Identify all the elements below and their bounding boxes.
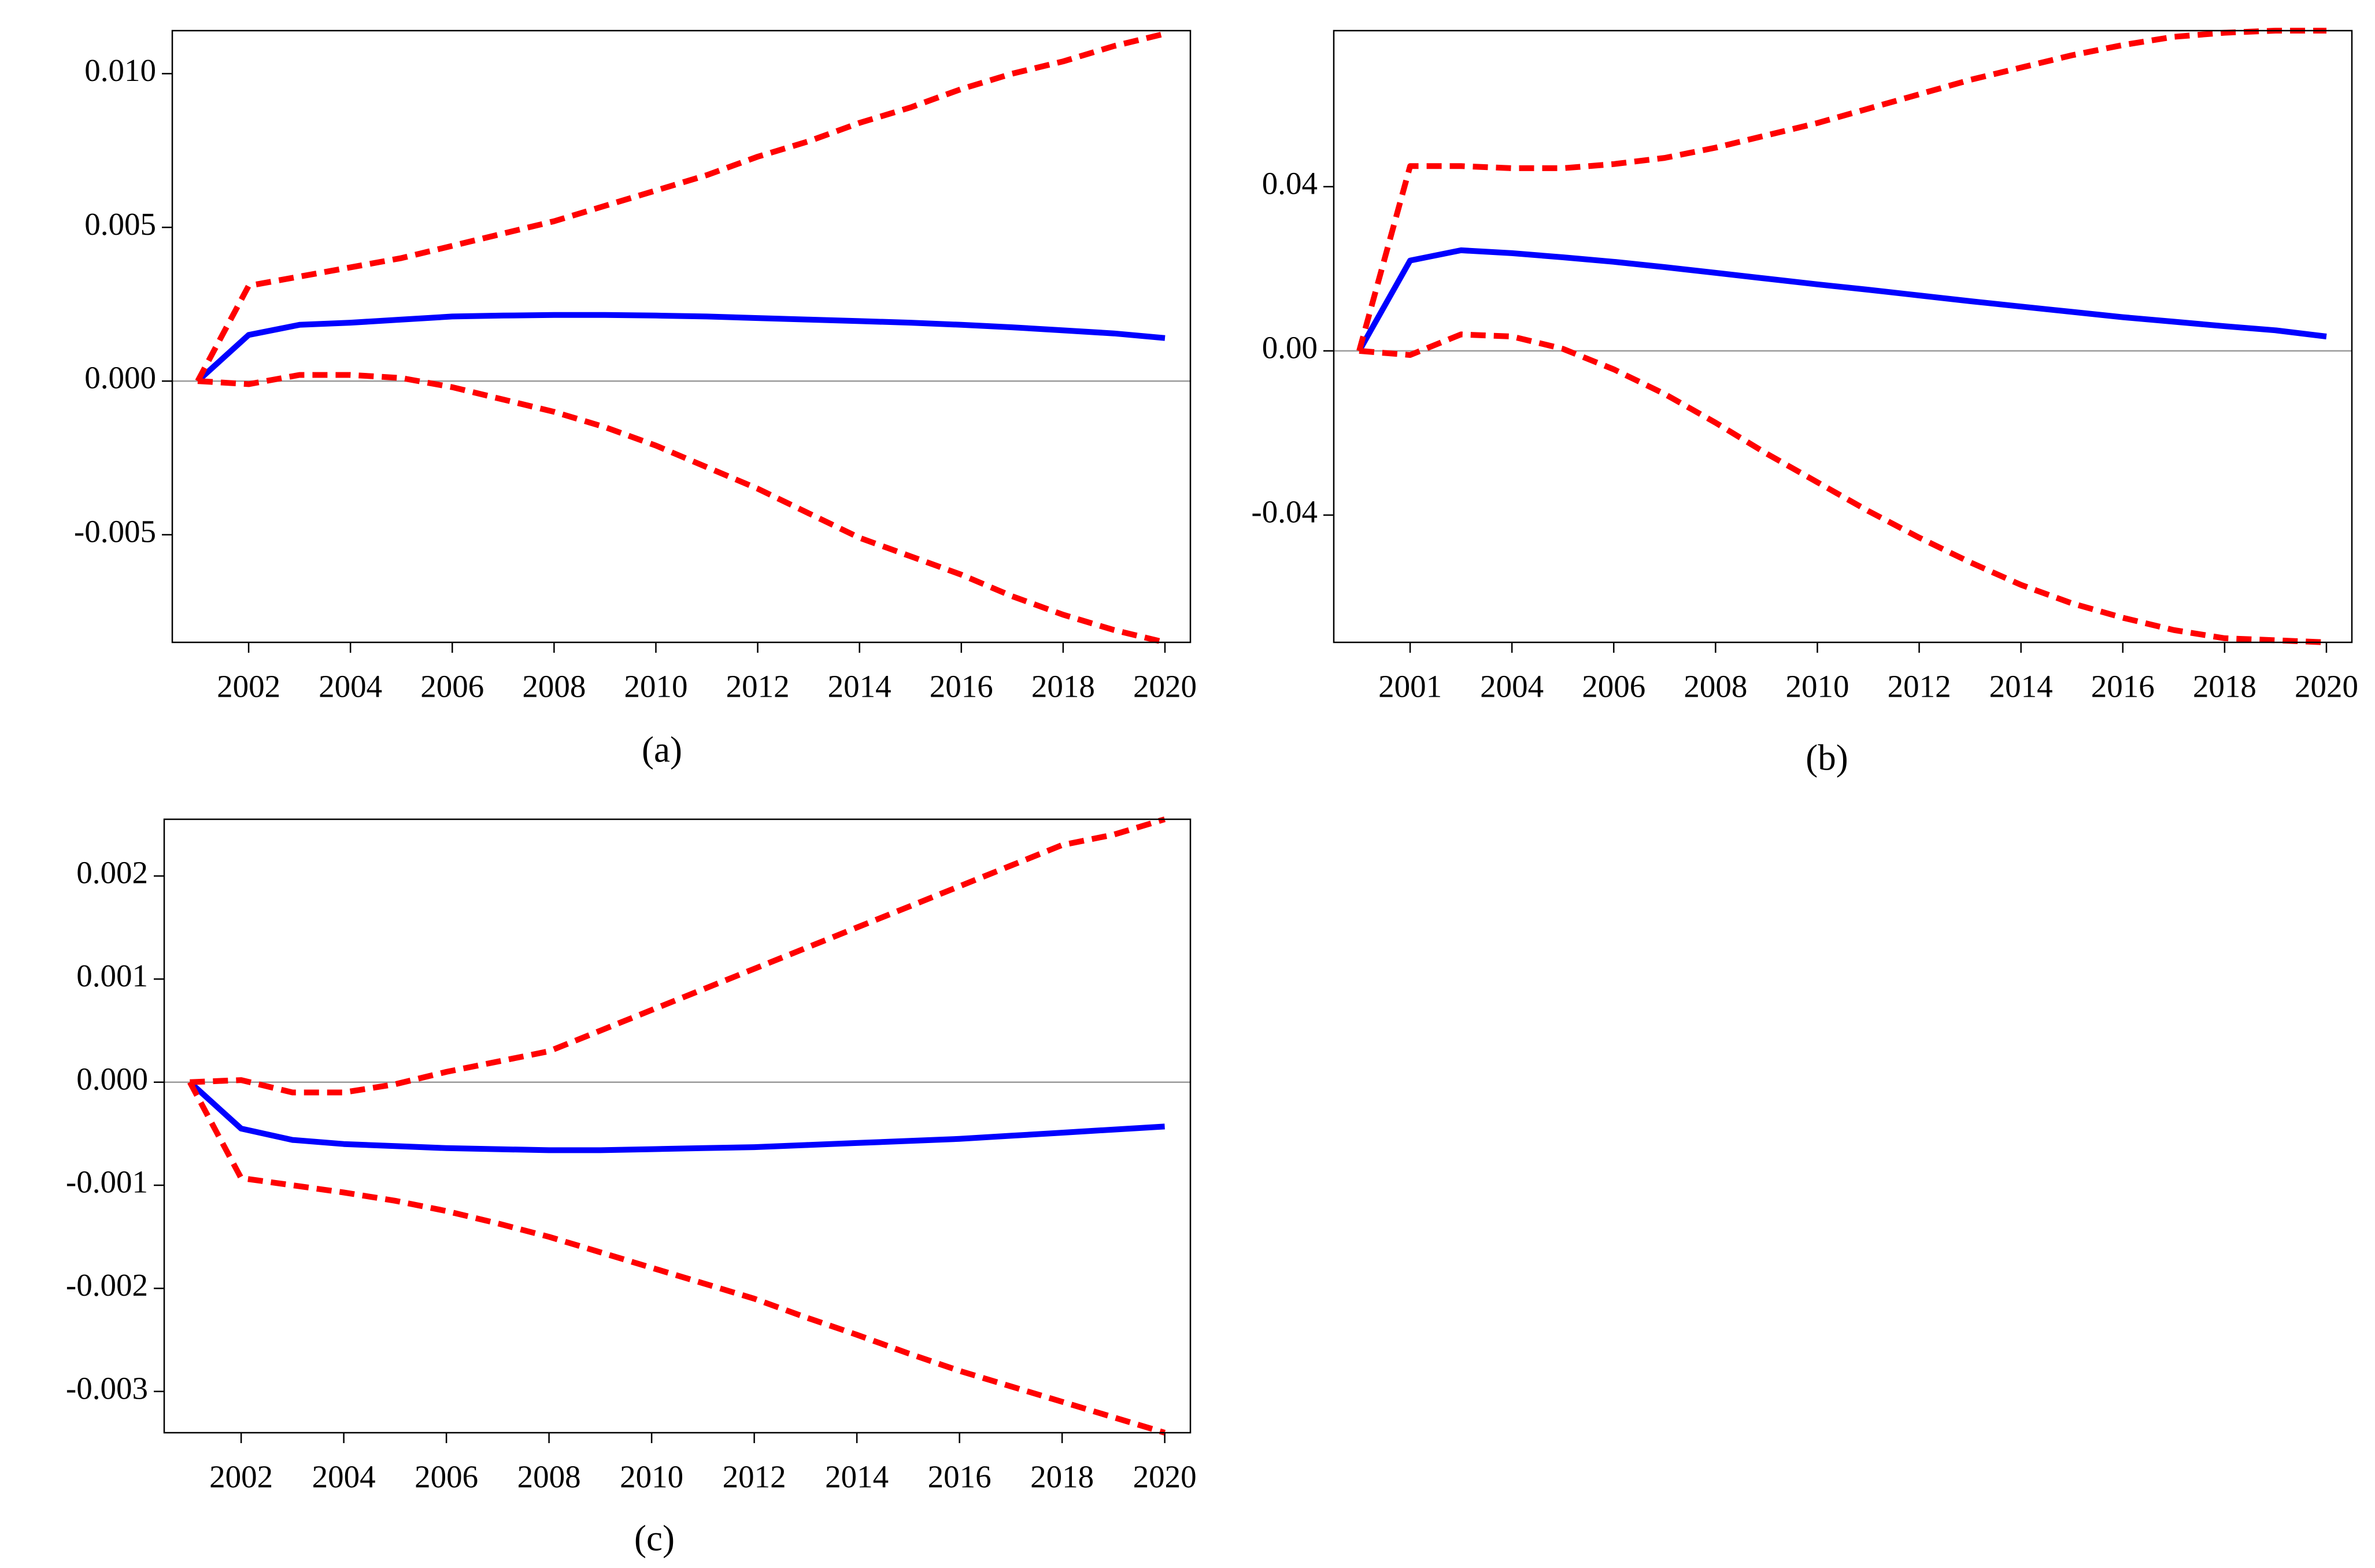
x-tick-label: 2018 (2193, 669, 2256, 704)
x-tick-label: 2016 (928, 1459, 992, 1495)
x-tick-label: 2014 (825, 1459, 889, 1495)
y-tick-label: -0.003 (66, 1370, 148, 1406)
x-tick-label: 2002 (209, 1459, 273, 1495)
x-tick-label: 2006 (415, 1459, 478, 1495)
x-tick-label: 2016 (930, 669, 993, 704)
x-tick-label: 2006 (1582, 669, 1645, 704)
y-tick-label: -0.005 (74, 514, 156, 549)
y-tick-label: 0.00 (1262, 330, 1318, 365)
y-tick-label: 0.002 (76, 855, 148, 890)
series-line (1356, 247, 2327, 353)
x-tick-label: 2014 (828, 669, 891, 704)
x-tick-label: 2012 (1888, 669, 1951, 704)
plot-frame (1333, 29, 2353, 644)
x-tick-label: 2004 (312, 1459, 376, 1495)
x-tick-label: 2020 (1133, 669, 1197, 704)
series-line (187, 1081, 1166, 1436)
x-tick-label: 2008 (522, 669, 586, 704)
caption: (a) (642, 729, 682, 770)
y-tick-label: -0.04 (1251, 494, 1318, 530)
x-tick-label: 2012 (723, 1459, 786, 1495)
series-line (188, 1079, 1165, 1153)
x-tick-label: 2012 (726, 669, 790, 704)
x-tick-label: 2008 (1684, 669, 1747, 704)
y-tick-label: -0.001 (66, 1164, 148, 1200)
x-tick-label: 2004 (1480, 669, 1544, 704)
x-tick-label: 2018 (1031, 669, 1095, 704)
x-tick-label: 2018 (1030, 1459, 1094, 1495)
x-tick-label: 2010 (624, 669, 687, 704)
x-tick-label: 2010 (1785, 669, 1849, 704)
plot-frame (171, 29, 1192, 644)
y-tick-label: 0.005 (84, 206, 156, 242)
series-line (197, 372, 1166, 645)
series-line (1359, 331, 2327, 645)
x-tick-label: 2020 (2295, 669, 2358, 704)
x-tick-label: 2006 (420, 669, 484, 704)
x-tick-label: 2004 (319, 669, 382, 704)
y-tick-label: 0.000 (84, 360, 156, 395)
y-tick-label: 0.010 (84, 53, 156, 88)
y-tick-label: 0.04 (1262, 165, 1318, 201)
series-line (1356, 28, 2326, 352)
caption: (c) (634, 1518, 675, 1558)
y-tick-label: -0.002 (66, 1267, 148, 1303)
caption: (b) (1806, 737, 1848, 778)
series-line (195, 31, 1166, 383)
y-tick-label: 0.000 (76, 1061, 148, 1096)
x-tick-label: 2008 (517, 1459, 581, 1495)
x-tick-label: 2002 (217, 669, 280, 704)
y-tick-label: 0.001 (76, 958, 148, 993)
series-line (190, 816, 1166, 1096)
x-tick-label: 2001 (1378, 669, 1442, 704)
series-line (195, 312, 1166, 383)
x-tick-label: 2014 (1989, 669, 2053, 704)
x-tick-label: 2016 (2091, 669, 2155, 704)
x-tick-label: 2020 (1133, 1459, 1197, 1495)
x-tick-label: 2010 (620, 1459, 683, 1495)
plot-frame (163, 818, 1192, 1434)
